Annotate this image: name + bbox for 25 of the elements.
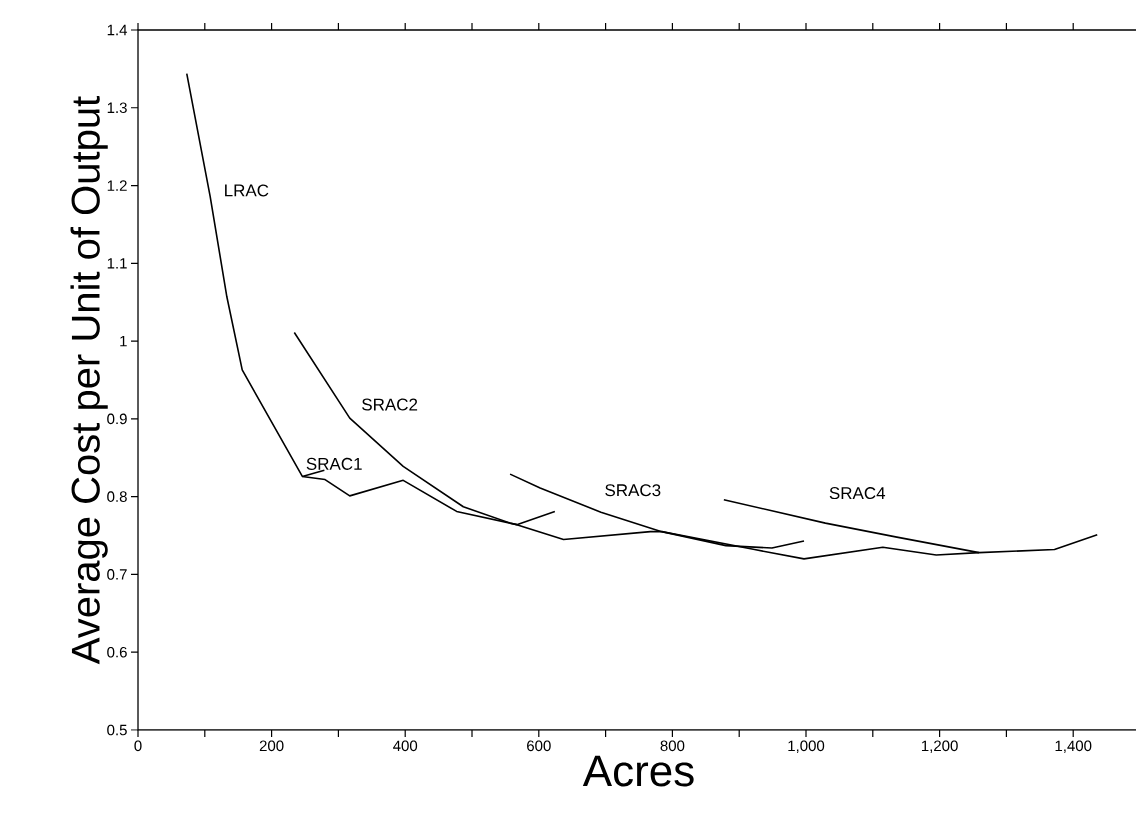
- y-tick-label: 0.9: [107, 413, 127, 425]
- y-tick-label: 1.4: [107, 24, 128, 36]
- y-tick-label: 1.2: [107, 180, 127, 191]
- x-axis-title: Acres: [582, 755, 694, 787]
- y-tick-label: 1.1: [107, 258, 127, 269]
- x-tick-label: 800: [660, 740, 685, 752]
- x-tick-label: 0: [134, 740, 142, 752]
- x-tick-label: 1,000: [788, 740, 825, 753]
- x-tick-label: 600: [527, 740, 551, 752]
- y-tick-label: 0.6: [107, 646, 127, 658]
- y-tick-label: 1: [120, 335, 127, 347]
- series-label: SRAC3: [605, 484, 661, 497]
- x-tick-label: 1,200: [921, 740, 958, 753]
- series-label: SRAC4: [829, 487, 886, 500]
- series-label: SRAC2: [362, 398, 418, 411]
- x-tick-label: 1,400: [1055, 740, 1092, 753]
- y-tick-label: 0.8: [107, 491, 127, 502]
- x-tick-label: 200: [259, 740, 284, 752]
- y-tick-label: 0.5: [107, 724, 127, 736]
- y-tick-label: 1.3: [107, 102, 127, 114]
- x-tick-label: 400: [393, 740, 418, 752]
- series-label: LRAC: [225, 184, 269, 197]
- y-axis-title: Average Cost per Unit of Output: [70, 96, 108, 665]
- y-tick-label: 0.7: [107, 569, 127, 580]
- series-label: SRAC1: [306, 457, 362, 470]
